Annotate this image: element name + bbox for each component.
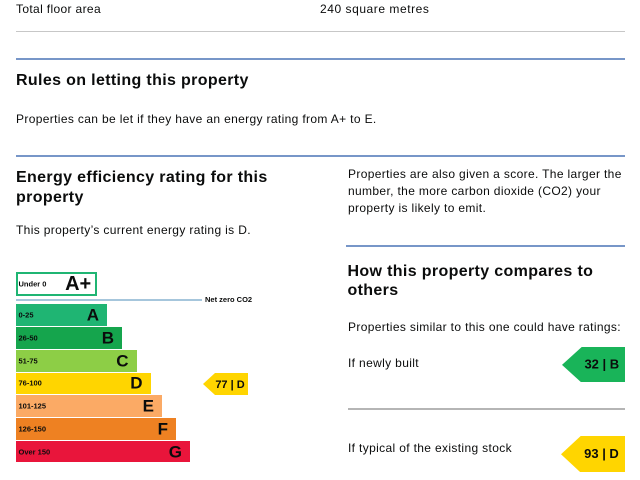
svg-text:32 | B: 32 | B (584, 356, 619, 371)
svg-text:77 | D: 77 | D (215, 379, 244, 391)
svg-text:93 | D: 93 | D (584, 445, 619, 460)
